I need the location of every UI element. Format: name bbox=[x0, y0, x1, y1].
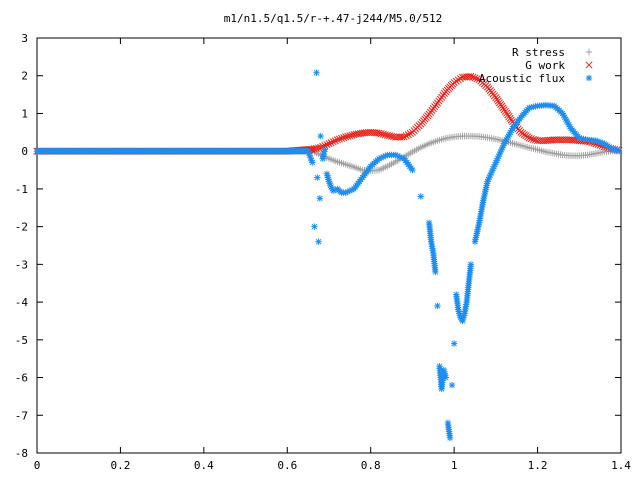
data-point bbox=[448, 381, 456, 389]
data-point bbox=[529, 135, 537, 143]
data-point bbox=[325, 140, 333, 148]
data-point bbox=[388, 132, 396, 140]
data-point bbox=[379, 130, 387, 138]
data-point bbox=[381, 131, 389, 139]
data-point bbox=[400, 133, 408, 141]
data-point bbox=[313, 69, 320, 76]
data-point bbox=[452, 77, 460, 85]
data-point bbox=[315, 238, 322, 245]
data-point bbox=[327, 139, 335, 147]
data-point bbox=[398, 133, 406, 141]
data-point bbox=[467, 72, 475, 81]
data-point bbox=[615, 147, 623, 155]
data-point bbox=[434, 302, 441, 310]
data-point bbox=[310, 145, 318, 153]
data-point bbox=[527, 135, 535, 143]
data-point bbox=[406, 129, 414, 138]
x-tick-label: 0.6 bbox=[277, 459, 297, 472]
y-tick-label: 0 bbox=[21, 145, 28, 158]
data-point bbox=[344, 132, 352, 140]
data-point bbox=[404, 131, 412, 139]
data-point bbox=[315, 144, 323, 152]
legend-marker bbox=[585, 48, 593, 56]
y-tick-label: 2 bbox=[21, 70, 28, 83]
data-point bbox=[450, 78, 458, 87]
x-tick-label: 1 bbox=[451, 459, 458, 472]
data-point bbox=[312, 144, 321, 152]
data-point bbox=[442, 374, 449, 381]
data-point bbox=[525, 134, 533, 142]
data-point bbox=[446, 434, 454, 442]
x-tick-label: 1.2 bbox=[528, 459, 548, 472]
y-tick-label: -2 bbox=[15, 221, 28, 234]
y-tick-label: -1 bbox=[15, 183, 28, 196]
chart-title: m1/n1.5/q1.5/r-+.47-j244/M5.0/512 bbox=[224, 12, 443, 25]
data-point bbox=[467, 261, 475, 268]
series-1 bbox=[33, 72, 623, 155]
data-point bbox=[331, 137, 339, 145]
data-point bbox=[402, 132, 410, 140]
data-point bbox=[432, 268, 439, 276]
y-tick-label: -4 bbox=[15, 296, 29, 309]
data-point bbox=[335, 135, 343, 143]
y-tick-label: -5 bbox=[15, 334, 28, 347]
data-point bbox=[316, 195, 324, 202]
legend-label: Acoustic flux bbox=[479, 72, 565, 85]
data-point bbox=[304, 147, 312, 155]
data-point bbox=[348, 131, 356, 139]
y-tick-label: -3 bbox=[15, 258, 28, 271]
data-point bbox=[454, 76, 462, 84]
y-tick-label: 1 bbox=[21, 107, 28, 120]
data-point bbox=[321, 146, 329, 153]
x-tick-label: 0.2 bbox=[110, 459, 130, 472]
data-point bbox=[409, 166, 416, 174]
data-point bbox=[307, 154, 314, 162]
x-tick-label: 1.4 bbox=[611, 459, 631, 472]
data-point bbox=[311, 223, 318, 230]
y-tick-label: -6 bbox=[15, 372, 28, 385]
y-tick-label: 3 bbox=[21, 32, 28, 45]
axis-ticks: 0 0.2 0.4 0.6 0.8 1 1.2 1.4 -8 -7 -6 -5 -4 -3 -2 -1 0 1 2 3 bbox=[15, 32, 632, 472]
legend-marker bbox=[585, 74, 593, 82]
data-point bbox=[385, 132, 394, 140]
data-point bbox=[450, 340, 458, 347]
data-point bbox=[375, 129, 383, 137]
data-point bbox=[456, 75, 464, 83]
legend-marker bbox=[585, 61, 593, 69]
series-2 bbox=[33, 69, 623, 442]
data-point bbox=[383, 131, 391, 139]
legend-label: R stress bbox=[512, 46, 565, 59]
plot-frame bbox=[36, 37, 622, 454]
data-point bbox=[309, 159, 316, 166]
data-point bbox=[333, 136, 341, 144]
x-tick-label: 0.8 bbox=[361, 459, 381, 472]
data-point bbox=[329, 138, 337, 146]
data-point bbox=[377, 130, 385, 138]
y-tick-label: -8 bbox=[15, 447, 28, 460]
data-point bbox=[346, 132, 354, 140]
data-point bbox=[417, 193, 424, 200]
y-tick-label: -7 bbox=[15, 409, 28, 422]
data-point bbox=[337, 134, 346, 142]
x-tick-label: 0 bbox=[34, 459, 41, 472]
legend-label: G work bbox=[525, 59, 565, 72]
data-point bbox=[340, 134, 348, 142]
series-layer bbox=[33, 69, 623, 442]
data-point bbox=[314, 174, 321, 181]
data-point bbox=[342, 133, 350, 141]
data-point bbox=[469, 73, 477, 81]
data-point bbox=[473, 75, 481, 83]
data-point bbox=[317, 132, 324, 140]
x-tick-label: 0.4 bbox=[194, 459, 214, 472]
data-point bbox=[471, 74, 479, 82]
